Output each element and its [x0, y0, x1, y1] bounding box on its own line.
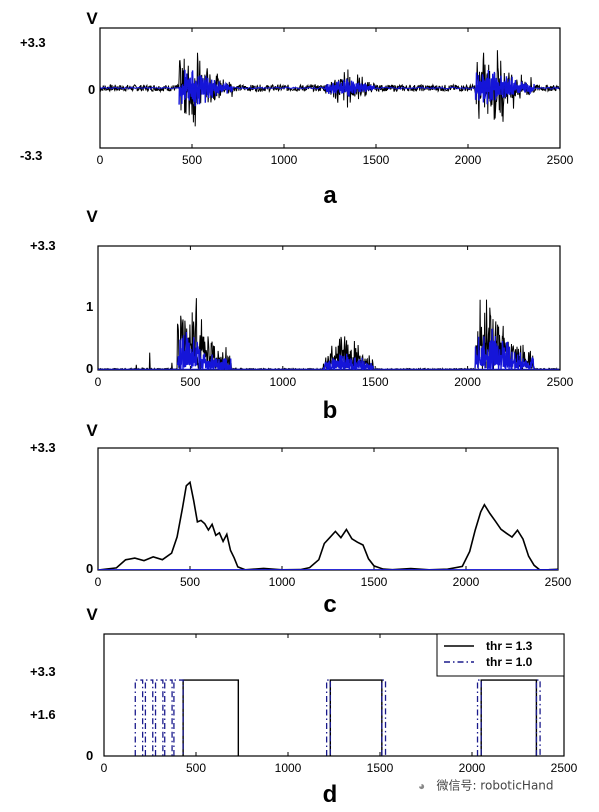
- pulse-dashdot: [381, 679, 387, 756]
- watermark: ◕ 微信号: roboticHand: [418, 776, 554, 794]
- pulse-solid: [329, 679, 383, 756]
- y-tick-label: 0: [88, 82, 95, 97]
- x-tick-label: 1000: [269, 375, 296, 389]
- wechat-icon: ◕: [418, 778, 426, 793]
- y-tick-label: -3.3: [20, 148, 42, 163]
- pulse-solid: [480, 679, 538, 756]
- signal-blue-burst: [176, 331, 232, 370]
- panel-a: 0 500 1000 1500 2000 2500 V +3.3 0 -3.3 a: [20, 9, 574, 209]
- y-tick-label: 1: [86, 299, 93, 314]
- legend-box: [436, 633, 565, 677]
- pulse-dashdot: [325, 679, 331, 756]
- signal-blue-burst: [474, 69, 535, 105]
- x-tick-label: 2000: [459, 761, 486, 775]
- pulse-dashdot: [134, 679, 144, 756]
- y-tick-label: 0: [86, 361, 93, 376]
- panel-c: 0 500 1000 1500 2000 2500 V +3.3 0 c: [30, 421, 572, 618]
- legend: thr = 1.3 thr = 1.0: [436, 633, 565, 677]
- pulse-dashdot: [154, 679, 164, 756]
- x-tick-label: 2500: [551, 761, 578, 775]
- x-tick-label: 2500: [547, 375, 574, 389]
- x-tick-label: 2500: [547, 153, 574, 167]
- signal-blue-burst: [322, 353, 375, 370]
- x-tick-label: 1000: [271, 153, 298, 167]
- x-tick-label: 500: [180, 575, 200, 589]
- y-axis-label: V: [86, 9, 98, 28]
- x-tick-label: 1500: [361, 575, 388, 589]
- plot-area: [100, 50, 560, 127]
- y-tick-label: +1.6: [30, 707, 56, 722]
- panel-d: 0 500 1000 1500 2000 2500 V +3.3 +1.6 0 d thr = 1.3…: [30, 605, 578, 808]
- panel-letter: a: [323, 182, 337, 209]
- y-axis-label: V: [86, 421, 98, 440]
- x-tick-label: 1000: [269, 575, 296, 589]
- y-tick-label: +3.3: [30, 664, 56, 679]
- panel-letter: c: [323, 591, 336, 618]
- axes-box: [97, 245, 561, 371]
- x-tick-label: 0: [95, 575, 102, 589]
- x-tick-label: 1000: [275, 761, 302, 775]
- plot-area: [98, 480, 558, 570]
- x-tick-label: 2500: [545, 575, 572, 589]
- legend-label: thr = 1.3: [486, 639, 533, 653]
- signal-blue-burst: [474, 328, 535, 370]
- x-tick-label: 0: [97, 153, 104, 167]
- y-tick-label: +3.3: [30, 440, 56, 455]
- pulse-dashdot: [535, 679, 541, 756]
- panel-b: 0 500 1000 1500 2000 2500 V +3.3 1 0 b: [30, 207, 574, 424]
- panel-letter: d: [323, 781, 338, 808]
- pulse-solid: [182, 679, 240, 756]
- y-tick-label: 0: [86, 748, 93, 763]
- y-axis-label: V: [86, 207, 98, 226]
- pulse-dashdot: [144, 679, 154, 756]
- x-tick-label: 2000: [453, 575, 480, 589]
- x-tick-label: 0: [95, 375, 102, 389]
- plot-area: [98, 298, 560, 370]
- y-tick-label: +3.3: [30, 238, 56, 253]
- axes-box: [97, 447, 559, 571]
- watermark-text: 微信号: roboticHand: [436, 778, 554, 793]
- pulse-dashdot: [476, 679, 482, 756]
- legend-label: thr = 1.0: [486, 655, 533, 669]
- pulse-dashdot: [164, 679, 173, 756]
- x-tick-label: 500: [186, 761, 206, 775]
- y-tick-label: +3.3: [20, 35, 46, 50]
- signal-black: [100, 50, 560, 127]
- y-axis-label: V: [86, 605, 98, 624]
- signal-blue-baseline: [100, 86, 560, 90]
- x-tick-label: 1500: [367, 761, 394, 775]
- x-tick-label: 1500: [362, 375, 389, 389]
- pulse-dashdot: [173, 679, 184, 756]
- x-tick-label: 0: [101, 761, 108, 775]
- signal-blue-burst: [323, 78, 375, 97]
- plot-area: [104, 679, 564, 756]
- y-tick-label: 0: [86, 561, 93, 576]
- x-tick-label: 500: [182, 153, 202, 167]
- x-tick-label: 500: [180, 375, 200, 389]
- signal-blue-burst: [178, 69, 234, 107]
- envelope-line: [98, 480, 558, 570]
- x-tick-label: 2000: [455, 153, 482, 167]
- x-tick-label: 2000: [454, 375, 481, 389]
- x-tick-label: 1500: [363, 153, 390, 167]
- panel-letter: b: [323, 397, 338, 424]
